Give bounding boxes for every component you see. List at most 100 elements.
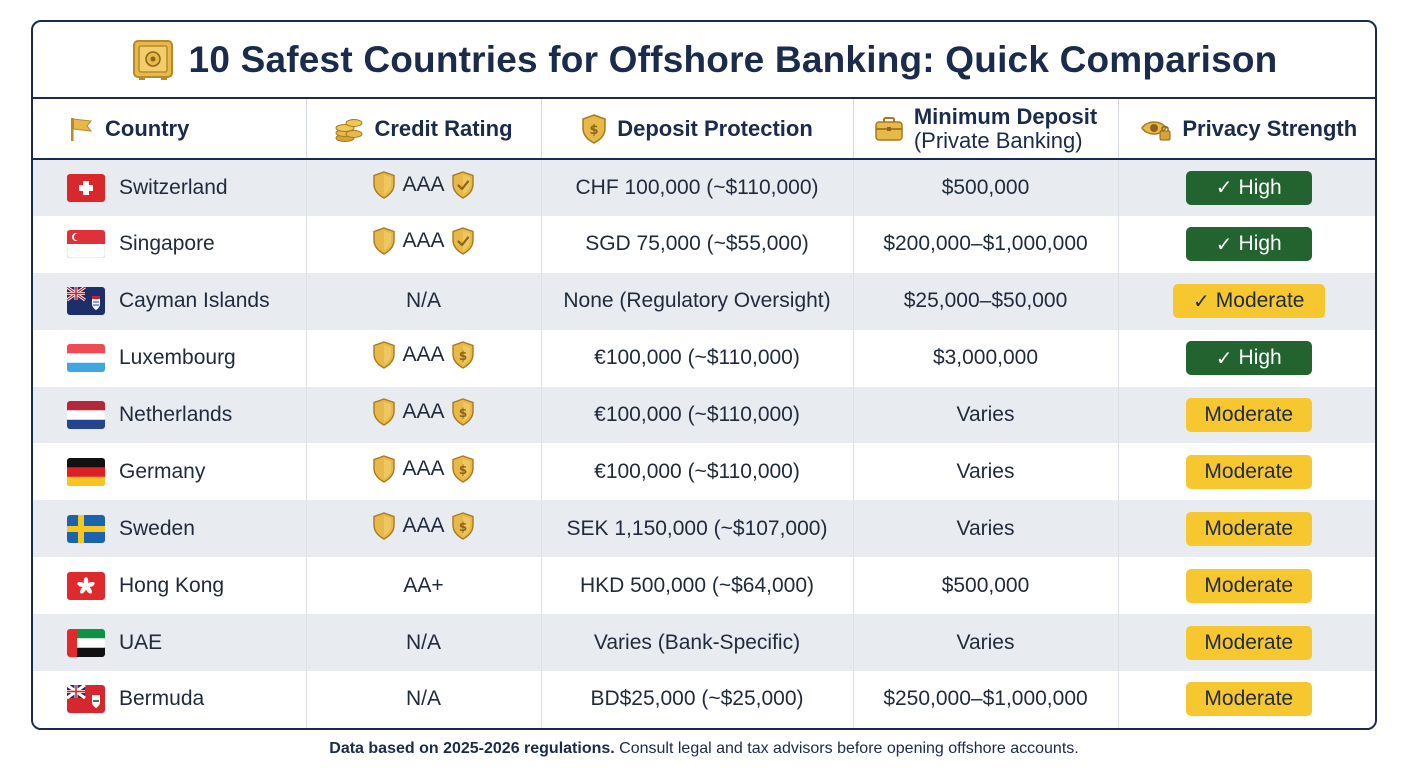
luxembourg-flag xyxy=(67,344,105,373)
credit-rating-value: N/A xyxy=(405,687,441,711)
netherlands-flag xyxy=(67,401,105,429)
country-name: Bermuda xyxy=(119,687,205,711)
deposit-protection-cell: BD$25,000 (~$25,000) xyxy=(541,671,854,728)
header-country: Country xyxy=(33,99,307,160)
credit-rating-cell: AA+ xyxy=(306,557,542,615)
briefcase-icon xyxy=(875,116,903,141)
privacy-strength-cell: Moderate xyxy=(1118,557,1375,615)
minimum-deposit-cell: $200,000–$1,000,000 xyxy=(853,215,1119,273)
credit-rating-cell: N/A xyxy=(306,272,542,330)
credit-rating-cell: AAA $ xyxy=(306,386,542,444)
minimum-deposit-cell: Varies xyxy=(853,386,1119,444)
country-cell: Singapore xyxy=(33,215,307,273)
table-row: Singapore AAA SGD 75,000 (~$55,000) $200,00… xyxy=(33,215,1375,273)
page-title: 10 Safest Countries for Offshore Banking… xyxy=(188,38,1278,80)
singapore-flag xyxy=(67,230,105,259)
minimum-deposit-cell: Varies xyxy=(853,443,1119,501)
privacy-label: Moderate xyxy=(1215,289,1305,313)
privacy-strength-cell: Moderate xyxy=(1118,443,1375,501)
svg-text:$: $ xyxy=(458,349,466,363)
table-row: Hong Kong AA+ HKD 500,000 (~$64,000) $500,0… xyxy=(33,557,1375,615)
svg-text:$: $ xyxy=(458,520,466,534)
deposit-protection-cell: €100,000 (~$110,000) xyxy=(541,443,854,501)
minimum-deposit-cell: $500,000 xyxy=(853,159,1119,216)
header-privacy-strength-label: Privacy Strength xyxy=(1182,115,1358,141)
privacy-label: High xyxy=(1238,232,1282,256)
credit-rating-value: AAA xyxy=(402,172,445,196)
privacy-label: Moderate xyxy=(1204,403,1294,426)
country-name: Luxembourg xyxy=(119,346,236,370)
header-country-label: Country xyxy=(105,115,190,141)
shield-icon xyxy=(373,512,396,540)
minimum-deposit-cell: $25,000–$50,000 xyxy=(853,272,1119,330)
header-credit-rating: Credit Rating xyxy=(306,99,542,160)
deposit-protection-cell: None (Regulatory Oversight) xyxy=(541,272,854,330)
country-name: Germany xyxy=(119,459,206,483)
privacy-strength-cell: Moderate xyxy=(1118,386,1375,444)
credit-rating-value: AAA xyxy=(402,229,445,253)
safe-icon xyxy=(132,39,173,80)
header-privacy-strength: Privacy Strength xyxy=(1118,99,1375,160)
minimum-deposit-cell: Varies xyxy=(853,614,1119,672)
checkmark-icon: ✓ xyxy=(1215,347,1233,370)
credit-rating-cell: AAA $ xyxy=(306,443,542,501)
table-row: Luxembourg AAA $ €100,000 (~$110,000) $3,000… xyxy=(33,329,1375,387)
minimum-deposit-cell: Varies xyxy=(853,500,1119,558)
deposit-protection-cell: SGD 75,000 (~$55,000) xyxy=(541,215,854,273)
privacy-badge: Moderate xyxy=(1185,398,1312,432)
dollar-shield-icon: $ xyxy=(582,113,606,144)
country-cell: Germany xyxy=(33,443,307,501)
eye-lock-icon xyxy=(1141,120,1171,140)
checkmark-icon: ✓ xyxy=(1193,290,1210,313)
footnote-bold: Data based on 2025-2026 regulations. xyxy=(329,740,615,757)
privacy-badge: ✓ High xyxy=(1185,341,1312,376)
deposit-protection-cell: SEK 1,150,000 (~$107,000) xyxy=(541,500,854,558)
privacy-strength-cell: ✓ High xyxy=(1118,329,1375,387)
privacy-label: High xyxy=(1238,175,1282,199)
privacy-strength-cell: Moderate xyxy=(1118,614,1375,672)
privacy-strength-cell: Moderate xyxy=(1118,671,1375,728)
svg-text:$: $ xyxy=(458,406,466,420)
header-deposit-protection-label: Deposit Protection xyxy=(617,115,813,141)
country-cell: Switzerland xyxy=(33,159,307,216)
credit-rating-cell: AAA $ xyxy=(306,329,542,387)
privacy-badge: Moderate xyxy=(1185,511,1312,546)
deposit-protection-cell: HKD 500,000 (~$64,000) xyxy=(541,557,854,615)
shield-dollar-icon: $ xyxy=(451,512,474,540)
table-row: Netherlands AAA $ €100,000 (~$110,000) Varie… xyxy=(33,386,1375,444)
table-row: UAE N/A Varies (Bank-Specific) Varies Modera… xyxy=(33,614,1375,672)
credit-rating-cell: AAA $ xyxy=(306,500,542,558)
country-cell: Cayman Islands xyxy=(33,272,307,330)
checkmark-icon: ✓ xyxy=(1215,233,1233,256)
credit-rating-value: N/A xyxy=(405,289,441,313)
header-minimum-deposit-sublabel: (Private Banking) xyxy=(913,127,1083,153)
privacy-badge: Moderate xyxy=(1185,625,1312,660)
privacy-strength-cell: ✓ Moderate xyxy=(1118,272,1375,330)
header-row: Country Credit Rating xyxy=(33,99,1375,160)
privacy-strength-cell: ✓ High xyxy=(1118,215,1375,273)
shield-icon xyxy=(373,398,396,426)
country-name: Sweden xyxy=(119,516,195,540)
shield-icon xyxy=(373,341,396,369)
country-name: Cayman Islands xyxy=(119,289,270,313)
credit-rating-cell: AAA xyxy=(306,159,542,216)
credit-rating-value: AAA xyxy=(402,400,445,423)
privacy-strength-cell: ✓ High xyxy=(1118,159,1375,216)
shield-icon xyxy=(373,455,396,483)
privacy-badge: ✓ High xyxy=(1185,170,1312,205)
country-name: Singapore xyxy=(119,232,215,256)
privacy-badge: ✓ High xyxy=(1185,227,1312,262)
privacy-label: High xyxy=(1238,346,1282,370)
privacy-badge: Moderate xyxy=(1185,568,1312,603)
country-cell: Bermuda xyxy=(33,671,307,728)
footnote-text: Consult legal and tax advisors before op… xyxy=(614,740,1079,757)
credit-rating-cell: N/A xyxy=(306,671,542,728)
header-minimum-deposit: Minimum Deposit (Private Banking) xyxy=(853,99,1119,160)
footnote: Data based on 2025-2026 regulations. Con… xyxy=(0,740,1408,758)
shield-dollar-icon: $ xyxy=(451,398,474,426)
table-row: Bermuda N/A BD$25,000 (~$25,000) $250,000–$… xyxy=(33,671,1375,728)
credit-rating-value: N/A xyxy=(405,630,441,654)
table-row: Cayman Islands N/A None (Regulatory Oversi… xyxy=(33,272,1375,330)
coins-icon xyxy=(335,118,363,142)
germany-flag xyxy=(67,457,105,486)
